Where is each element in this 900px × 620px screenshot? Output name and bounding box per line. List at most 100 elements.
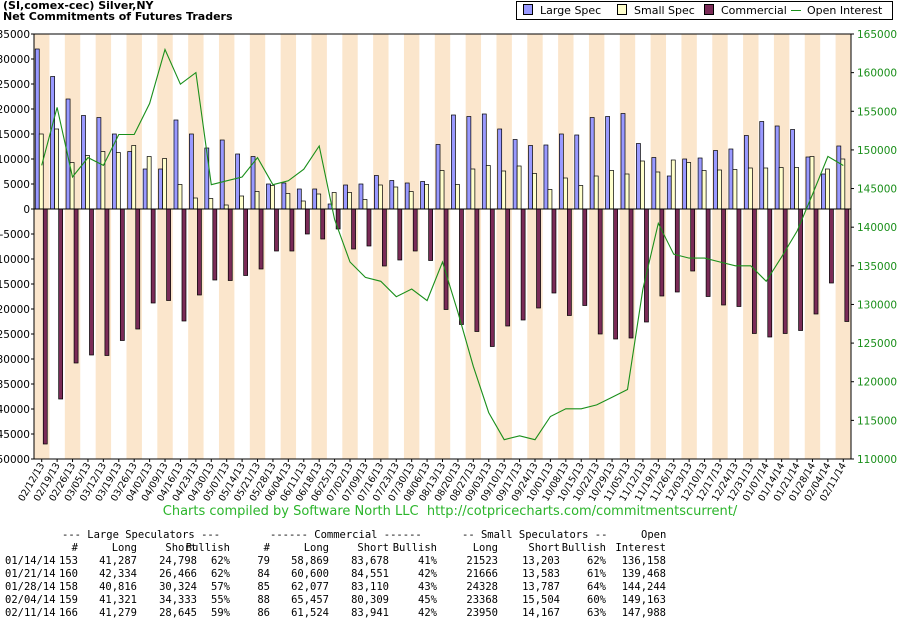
legend-item-small-spec: Small Spec xyxy=(617,2,695,19)
small-spec-bar xyxy=(840,158,846,210)
table-cell: 28,645 xyxy=(159,607,197,619)
table-cell: 88 xyxy=(257,594,270,606)
column-header: Short xyxy=(528,542,560,554)
commercial-bar xyxy=(243,208,249,276)
background-band xyxy=(835,34,851,459)
background-band xyxy=(681,34,697,459)
table-cell: 23368 xyxy=(466,594,498,606)
small-spec-bar xyxy=(547,189,553,210)
y-tick-label: 5000 xyxy=(3,179,30,191)
small-spec-bar xyxy=(670,159,676,210)
y2-tick-label: 160000 xyxy=(857,68,897,80)
group-header-small: -- Small Speculators -- xyxy=(462,529,608,541)
y2-tick-label: 120000 xyxy=(857,377,897,389)
table-cell: 62% xyxy=(211,568,230,580)
column-header: Long xyxy=(303,542,329,554)
small-spec-bar xyxy=(393,186,399,210)
y2-tick-label: 150000 xyxy=(857,145,897,157)
large-spec-bar xyxy=(589,117,595,210)
small-spec-bar xyxy=(316,193,322,210)
commercial-bar xyxy=(89,208,94,356)
table-cell: 55% xyxy=(211,594,230,606)
column-header: Bullish xyxy=(392,542,437,554)
commercial-bar xyxy=(135,208,141,330)
large-spec-bar xyxy=(743,135,749,210)
small-spec-bar xyxy=(485,165,491,210)
legend-item-commercial: Commercial xyxy=(704,2,787,19)
large-spec-bar xyxy=(374,175,379,210)
small-spec-bar xyxy=(532,173,537,210)
small-spec-bar xyxy=(470,168,476,210)
commercial-bar xyxy=(705,208,711,297)
large-spec-bar xyxy=(281,182,287,210)
row-date: 01/21/14 xyxy=(5,568,56,580)
background-band xyxy=(126,34,142,459)
table-cell: 43% xyxy=(418,581,437,593)
commercial-bar xyxy=(505,208,511,327)
small-spec-bar xyxy=(624,173,630,210)
commercial-bar xyxy=(428,208,433,261)
commercial-bar xyxy=(628,208,634,339)
y-tick-label: 30000 xyxy=(0,54,30,66)
commercial-bar xyxy=(844,208,850,322)
table-cell: 147,988 xyxy=(621,607,666,619)
legend: Large Spec Small Spec Commercial Open In… xyxy=(516,1,893,20)
table-cell: 59% xyxy=(211,607,230,619)
commercial-bar xyxy=(73,208,79,364)
y-tick-label: -45000 xyxy=(0,429,30,441)
y2-tick-label: 115000 xyxy=(857,415,897,427)
table-cell: 21523 xyxy=(466,555,498,567)
commercial-bar xyxy=(227,208,233,281)
credit-line: Charts compiled by Software North LLC ht… xyxy=(162,504,738,519)
small-spec-bar xyxy=(778,167,784,210)
background-band xyxy=(434,34,451,459)
table-cell: 144,244 xyxy=(621,581,666,593)
table-cell: 139,468 xyxy=(621,568,666,580)
large-spec-bar xyxy=(34,48,40,210)
table-cell: 62% xyxy=(587,555,606,567)
table-cell: 15,504 xyxy=(522,594,560,606)
y2-tick-label: 135000 xyxy=(857,261,897,273)
small-spec-bar xyxy=(809,156,815,210)
table-cell: 13,203 xyxy=(522,555,560,567)
large-spec-bar xyxy=(543,144,549,210)
table-cell: 13,583 xyxy=(522,568,560,580)
small-spec-bar xyxy=(131,145,137,210)
large-spec-bar xyxy=(142,168,148,210)
table-cell: 57% xyxy=(211,581,230,593)
small-spec-bar xyxy=(38,133,44,210)
table-cell: 45% xyxy=(418,594,437,606)
large-spec-bar xyxy=(821,173,826,210)
small-spec-bar xyxy=(54,128,60,210)
table-cell: 158 xyxy=(59,581,78,593)
large-spec-bar xyxy=(451,114,456,210)
y-tick-label: -15000 xyxy=(0,279,30,291)
commercial-bar xyxy=(829,208,834,284)
large-spec-bar xyxy=(219,139,225,210)
large-spec-bar xyxy=(466,116,472,210)
commercial-bar xyxy=(551,208,557,294)
small-spec-bar xyxy=(609,170,614,210)
large-spec-bar xyxy=(158,168,163,210)
table-cell: 13,787 xyxy=(522,581,560,593)
table-cell: 41,279 xyxy=(99,607,137,619)
background-band xyxy=(249,34,266,459)
row-date: 01/28/14 xyxy=(5,581,56,593)
table-cell: 64% xyxy=(587,581,606,593)
small-spec-bar xyxy=(300,200,306,210)
large-spec-bar xyxy=(312,188,318,210)
chart-title: (SI,comex-cec) Silver,NY xyxy=(3,0,154,12)
commercial-bar xyxy=(412,208,418,252)
large-spec-bar xyxy=(296,188,302,210)
small-spec-bar xyxy=(747,167,753,210)
large-spec-bar xyxy=(682,158,688,210)
y2-tick-label: 140000 xyxy=(857,222,897,234)
small-spec-bar xyxy=(208,198,214,210)
y-tick-label: 25000 xyxy=(0,79,30,91)
table-cell: 136,158 xyxy=(621,555,666,567)
table-cell: 23950 xyxy=(466,607,498,619)
table-cell: 14,167 xyxy=(522,607,560,619)
large-spec-bar xyxy=(697,157,703,210)
table-cell: 61,524 xyxy=(291,607,329,619)
large-spec-bar xyxy=(528,145,533,210)
